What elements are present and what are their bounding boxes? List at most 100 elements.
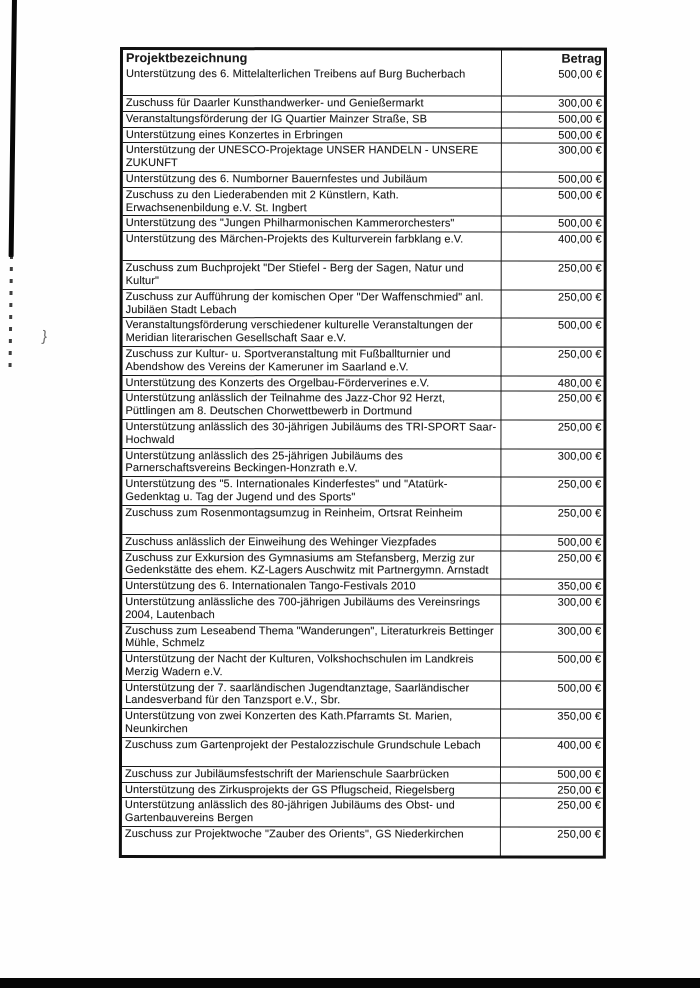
project-label: Unterstützung des Zirkusprojekts der GS … — [121, 782, 501, 799]
project-label: Unterstützung von zwei Konzerten des Kat… — [122, 709, 502, 738]
scan-artifact-left-bar — [8, 0, 17, 258]
table-header-row: Projektbezeichnung Betrag — [122, 50, 604, 68]
project-label: Unterstützung anlässlich der Teilnahme d… — [122, 391, 502, 420]
amount-value: 500,00 € — [557, 536, 602, 549]
table-row: Veranstaltungsförderung der IG Quartier … — [122, 110, 604, 128]
project-label: Unterstützung der UNESCO-Projektage UNSE… — [122, 143, 502, 172]
table-row: Unterstützung anlässlich des 25-jährigen… — [122, 447, 604, 477]
table-row: Unterstützung des "5. Internationales Ki… — [122, 476, 604, 506]
project-label: Unterstützung eines Konzertes in Erbring… — [122, 127, 502, 143]
project-label: Zuschuss zur Kultur- u. Sportveranstaltu… — [122, 346, 502, 376]
project-label: Unterstützung des 6. Mittelalterlichen T… — [122, 67, 502, 96]
table-row: Zuschuss anlässlich der Einweihung des W… — [122, 533, 604, 551]
table-row: Zuschuss zum Gartenprojekt der Pestalozz… — [121, 736, 604, 767]
table-row: Unterstützung des 6. Mittelalterlichen T… — [122, 67, 604, 96]
amount-value: 500,00 € — [557, 682, 602, 695]
amount-value: 250,00 € — [558, 291, 602, 304]
amount-value: 500,00 € — [558, 129, 602, 142]
project-label: Zuschuss zu den Liederabenden mit 2 Küns… — [122, 187, 502, 216]
amount-value: 300,00 € — [557, 625, 602, 638]
table-row: Unterstützung der 7. saarländischen Juge… — [122, 679, 604, 709]
table-row: Zuschuss zur Exkursion des Gymnasiums am… — [122, 549, 604, 579]
table-row: Unterstützung des Konzerts des Orgelbau-… — [122, 374, 604, 392]
table-row: Unterstützung des 6. Internationalen Tan… — [122, 578, 604, 595]
amount-value: 300,00 € — [558, 97, 602, 110]
table-row: Zuschuss zur Aufführung der komischen Op… — [122, 288, 604, 319]
column-header-projektbezeichnung: Projektbezeichnung — [122, 50, 502, 68]
amount-value: 250,00 € — [557, 800, 601, 813]
amount-value: 500,00 € — [558, 217, 602, 231]
amount-value: 400,00 € — [558, 233, 602, 246]
project-label: Veranstaltungsförderung verschiedener ku… — [122, 318, 502, 347]
project-label: Zuschuss zur Aufführung der komischen Op… — [122, 289, 502, 318]
scan-artifact-left-bar-dashes — [8, 254, 13, 368]
amount-value: 300,00 € — [557, 596, 602, 609]
table-row: Unterstützung eines Konzertes in Erbring… — [122, 126, 604, 144]
table-row: Unterstützung anlässlich des 80-jährigen… — [121, 797, 603, 827]
table-row: Unterstützung von zwei Konzerten des Kat… — [122, 708, 604, 738]
project-label: Zuschuss zum Rosenmontagsumzug in Reinhe… — [122, 505, 502, 535]
table-row: Unterstützung anlässlich der Teilnahme d… — [122, 390, 604, 420]
project-label: Unterstützung der Nacht der Kulturen, Vo… — [122, 652, 502, 681]
table-row: Unterstützung anlässliche des 700-jährig… — [122, 593, 604, 624]
table-rows: Unterstützung des 6. Mittelalterlichen T… — [121, 67, 604, 856]
amount-value: 250,00 € — [557, 421, 602, 434]
project-label: Unterstützung des "5. Internationales Ki… — [122, 477, 502, 506]
project-label: Unterstützung des "Jungen Philharmonisch… — [122, 216, 502, 232]
amount-value: 500,00 € — [557, 319, 602, 333]
table-row: Zuschuss zur Projektwoche "Zauber des Or… — [121, 826, 603, 856]
table-row: Zuschuss zur Kultur- u. Sportveranstaltu… — [122, 345, 604, 376]
amount-value: 250,00 € — [557, 784, 601, 797]
table-row: Unterstützung des Märchen-Projekts des K… — [122, 231, 604, 261]
project-label: Unterstützung des 6. Numborner Bauernfes… — [122, 171, 502, 188]
table-row: Unterstützung der UNESCO-Projektage UNSE… — [122, 142, 604, 172]
table-row: Zuschuss zum Buchprojekt "Der Stiefel - … — [122, 260, 604, 290]
amount-value: 480,00 € — [557, 377, 602, 390]
table-row: Zuschuss zum Leseabend Thema "Wanderunge… — [122, 622, 604, 652]
project-label: Zuschuss für Daarler Kunsthandwerker- un… — [122, 96, 502, 112]
table-row: Unterstützung des "Jungen Philharmonisch… — [122, 215, 604, 232]
amount-value: 250,00 € — [557, 552, 602, 565]
amount-value: 500,00 € — [557, 768, 601, 781]
project-label: Veranstaltungsförderung der IG Quartier … — [122, 111, 502, 128]
amount-value: 250,00 € — [557, 478, 602, 491]
handwritten-margin-mark: } — [40, 327, 49, 346]
project-label: Unterstützung anlässlich des 80-jährigen… — [121, 798, 501, 827]
amount-value: 300,00 € — [558, 145, 602, 158]
table-row: Zuschuss zur Jubiläumsfestschrift der Ma… — [121, 765, 603, 783]
project-label: Zuschuss zur Projektwoche "Zauber des Or… — [121, 827, 501, 856]
scan-artifact-bottom-bar — [0, 978, 700, 988]
project-label: Zuschuss anlässlich der Einweihung des W… — [122, 534, 502, 551]
table-row: Unterstützung des Zirkusprojekts der GS … — [121, 781, 603, 799]
project-label: Zuschuss zum Buchprojekt "Der Stiefel - … — [122, 261, 502, 290]
project-label: Unterstützung der 7. saarländischen Juge… — [122, 680, 502, 709]
amount-value: 500,00 € — [557, 653, 602, 666]
amount-value: 500,00 € — [558, 68, 602, 81]
table-row: Zuschuss zum Rosenmontagsumzug in Reinhe… — [122, 504, 604, 535]
project-label: Unterstützung des Märchen-Projekts des K… — [122, 232, 502, 261]
project-label: Zuschuss zum Leseabend Thema "Wanderunge… — [122, 623, 502, 652]
project-label: Unterstützung des Konzerts des Orgelbau-… — [122, 375, 502, 391]
amount-value: 250,00 € — [557, 507, 602, 520]
table-row: Unterstützung anlässlich des 30-jährigen… — [122, 418, 604, 449]
amount-value: 250,00 € — [557, 348, 602, 361]
table-row: Zuschuss für Daarler Kunsthandwerker- un… — [122, 95, 604, 112]
project-label: Unterstützung anlässliche des 700-jährig… — [122, 594, 502, 624]
table-row: Zuschuss zu den Liederabenden mit 2 Küns… — [122, 186, 604, 217]
project-label: Zuschuss zur Exkursion des Gymnasiums am… — [122, 550, 502, 579]
project-label: Zuschuss zum Gartenprojekt der Pestalozz… — [121, 737, 502, 767]
amount-value: 500,00 € — [558, 173, 602, 186]
project-label: Unterstützung anlässlich des 30-jährigen… — [122, 419, 502, 449]
amount-value: 350,00 € — [557, 710, 602, 723]
table-row: Unterstützung des 6. Numborner Bauernfes… — [122, 170, 604, 188]
table-row: Veranstaltungsförderung verschiedener ku… — [122, 317, 604, 347]
amount-value: 400,00 € — [557, 739, 602, 752]
funding-table: Projektbezeichnung Betrag Unterstützung … — [118, 47, 607, 859]
column-header-betrag: Betrag — [561, 51, 602, 66]
table-row: Unterstützung der Nacht der Kulturen, Vo… — [122, 651, 604, 681]
amount-value: 250,00 € — [557, 392, 602, 406]
amount-value: 250,00 € — [557, 828, 601, 841]
amount-value: 500,00 € — [558, 189, 602, 202]
project-label: Unterstützung anlässlich des 25-jährigen… — [122, 448, 502, 477]
